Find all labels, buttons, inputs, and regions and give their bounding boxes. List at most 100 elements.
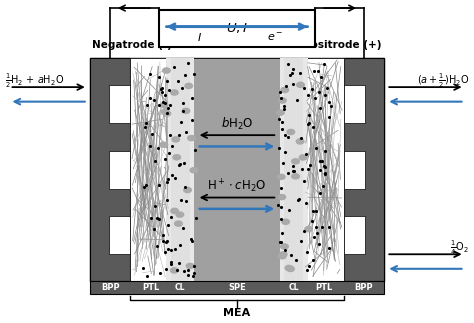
Text: BPP: BPP	[355, 283, 373, 292]
Point	[140, 184, 147, 189]
Point	[275, 117, 283, 122]
Point	[287, 252, 294, 257]
Point	[304, 166, 311, 171]
Circle shape	[278, 194, 285, 200]
Point	[159, 233, 166, 238]
Point	[179, 225, 187, 231]
Point	[323, 86, 331, 91]
Point	[279, 161, 287, 166]
Point	[157, 86, 165, 91]
Point	[313, 231, 320, 236]
Point	[277, 217, 285, 222]
Point	[277, 95, 285, 100]
Point	[278, 126, 285, 131]
Point	[167, 214, 174, 219]
Text: CL: CL	[175, 283, 185, 292]
Bar	[190, 58, 284, 281]
Text: Negatrode (-): Negatrode (-)	[92, 40, 173, 50]
Point	[164, 246, 172, 252]
Point	[282, 83, 290, 88]
Point	[285, 207, 293, 213]
Circle shape	[160, 142, 168, 147]
Circle shape	[281, 87, 289, 92]
Text: Positrode (+): Positrode (+)	[303, 40, 382, 50]
Text: SPE: SPE	[228, 283, 246, 292]
Point	[316, 167, 324, 172]
Point	[163, 110, 171, 116]
Point	[189, 274, 197, 279]
Point	[175, 162, 183, 168]
Point	[159, 238, 166, 244]
Point	[305, 113, 312, 118]
Circle shape	[163, 68, 170, 73]
Point	[156, 270, 164, 275]
Point	[289, 66, 297, 71]
Point	[155, 216, 163, 222]
Point	[291, 169, 298, 174]
Bar	[159, 10, 315, 47]
Point	[155, 75, 163, 80]
Point	[300, 229, 308, 234]
Point	[303, 267, 310, 272]
Point	[295, 197, 302, 202]
Circle shape	[185, 83, 192, 89]
Point	[164, 180, 171, 185]
Point	[164, 106, 172, 111]
Point	[281, 149, 288, 154]
Point	[181, 185, 189, 190]
Point	[321, 164, 328, 170]
Point	[320, 62, 328, 67]
Circle shape	[184, 187, 191, 193]
Circle shape	[172, 137, 180, 142]
Point	[298, 136, 305, 141]
Point	[281, 103, 288, 109]
Point	[325, 114, 332, 119]
Text: PTL: PTL	[142, 283, 159, 292]
Point	[164, 197, 171, 202]
Point	[163, 78, 171, 83]
Point	[188, 239, 195, 244]
Bar	[344, 58, 384, 281]
Text: $e^-$: $e^-$	[267, 32, 283, 43]
Circle shape	[186, 263, 194, 268]
Text: BPP: BPP	[101, 283, 119, 292]
Point	[163, 266, 170, 272]
Point	[310, 234, 318, 240]
Point	[319, 183, 327, 188]
Point	[316, 241, 323, 246]
Point	[278, 120, 286, 125]
Point	[284, 61, 292, 67]
Point	[312, 145, 320, 151]
Bar	[284, 58, 303, 281]
Point	[325, 225, 333, 230]
Point	[167, 260, 174, 265]
Point	[284, 134, 292, 140]
Point	[292, 257, 300, 262]
Circle shape	[282, 219, 290, 224]
Text: $b$H$_2$O: $b$H$_2$O	[221, 116, 253, 132]
Bar	[109, 86, 130, 123]
Point	[191, 215, 199, 221]
Point	[306, 162, 313, 168]
Text: PTL: PTL	[315, 283, 332, 292]
Point	[280, 106, 288, 111]
Point	[297, 239, 305, 244]
Point	[153, 243, 161, 248]
Point	[282, 132, 289, 137]
Point	[147, 215, 155, 220]
Point	[276, 240, 284, 245]
Point	[308, 87, 316, 92]
Circle shape	[188, 136, 195, 141]
Point	[181, 160, 188, 165]
Circle shape	[171, 208, 178, 214]
Bar	[166, 58, 194, 281]
Circle shape	[280, 252, 287, 257]
Point	[178, 86, 185, 91]
Point	[319, 224, 326, 230]
Point	[321, 92, 328, 97]
Circle shape	[287, 130, 295, 135]
Point	[190, 263, 198, 268]
Point	[165, 151, 173, 156]
Point	[175, 132, 182, 138]
Text: $\frac{1}{2}$H$_2$ + $a$H$_2$O: $\frac{1}{2}$H$_2$ + $a$H$_2$O	[5, 71, 64, 90]
